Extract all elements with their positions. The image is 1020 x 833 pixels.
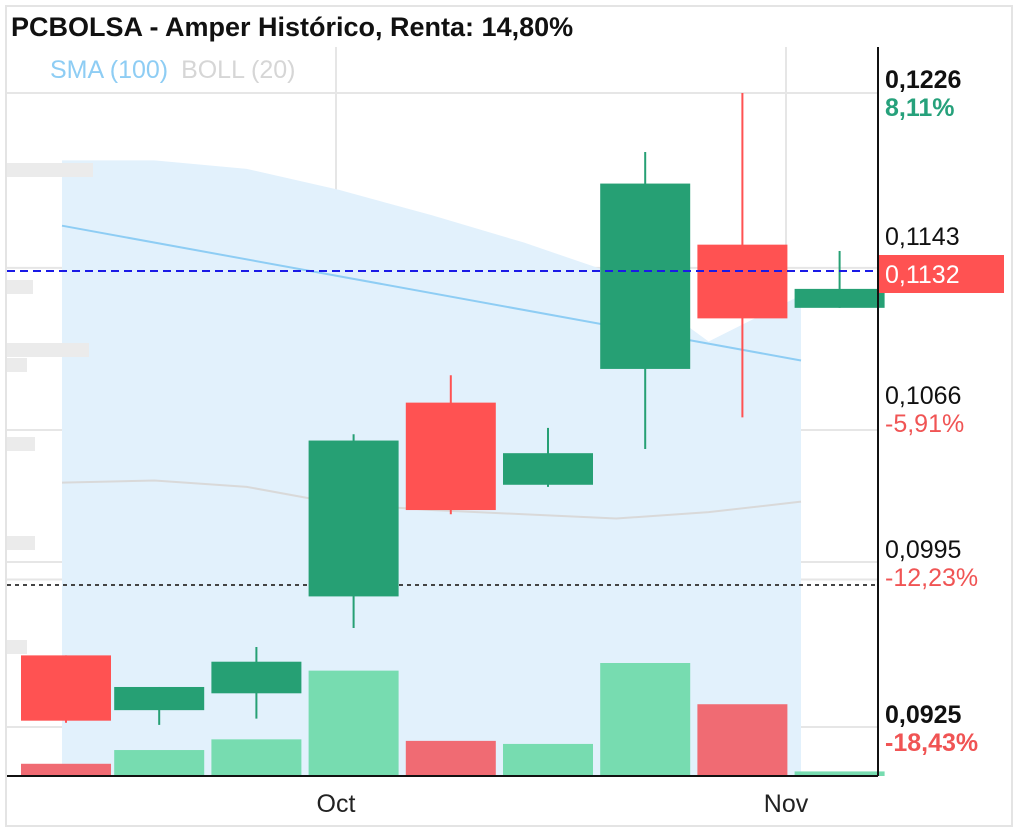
volume-bar [114, 750, 205, 776]
candle-body [308, 440, 399, 597]
volume-bar [794, 771, 885, 776]
candle-body [114, 686, 205, 711]
legend-boll[interactable]: BOLL (20) [181, 56, 296, 84]
volume-bar [21, 763, 111, 776]
y-pct-label: -12,23% [885, 564, 978, 592]
depth-placeholder [7, 640, 27, 654]
y-tick-label: 0,1226 [885, 66, 961, 94]
volume-bar [503, 743, 593, 776]
indicator-legend: SMA (100) BOLL (20) [50, 56, 295, 85]
volume-bar [600, 663, 691, 776]
depth-placeholder [7, 343, 89, 357]
candle-body [503, 453, 593, 485]
y-pct-label: 8,11% [885, 94, 955, 122]
candle-body [794, 288, 885, 308]
depth-placeholder [7, 280, 33, 294]
x-tick-label: Oct [317, 790, 356, 818]
y-tick-label: 0,0925 [885, 701, 962, 729]
volume-bar [697, 704, 788, 776]
depth-placeholder [7, 163, 93, 177]
volume-bar [405, 740, 496, 776]
depth-placeholder [7, 536, 35, 550]
last-price-label: 0,1132 [885, 261, 960, 289]
candle-body [405, 402, 496, 511]
candle-body [600, 183, 691, 369]
y-tick-label: 0,1143 [885, 223, 960, 251]
y-pct-label: -18,43% [885, 729, 978, 757]
last-price-tag [879, 255, 1004, 293]
candle-body [697, 244, 788, 319]
candle-body [21, 655, 111, 721]
chart-title: PCBOLSA - Amper Histórico, Renta: 14,80% [7, 7, 881, 47]
y-tick-label: 0,0995 [885, 536, 961, 564]
x-tick-label: Nov [764, 790, 809, 818]
depth-placeholder [7, 358, 27, 372]
legend-sma[interactable]: SMA (100) [50, 56, 169, 84]
bollinger-middle-line [61, 479, 802, 520]
volume-bar [211, 739, 302, 776]
depth-placeholder [7, 437, 35, 451]
volume-bar [308, 670, 399, 776]
y-tick-label: 0,1066 [885, 382, 961, 410]
candle-body [211, 661, 302, 694]
y-pct-label: -5,91% [885, 410, 964, 438]
